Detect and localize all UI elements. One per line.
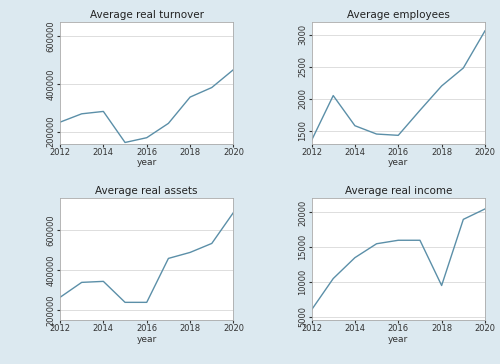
Title: Average employees: Average employees <box>347 10 450 20</box>
X-axis label: year: year <box>388 335 408 344</box>
Title: Average real assets: Average real assets <box>96 186 198 196</box>
X-axis label: year: year <box>136 158 157 167</box>
X-axis label: year: year <box>388 158 408 167</box>
Title: Average real income: Average real income <box>344 186 452 196</box>
Title: Average real turnover: Average real turnover <box>90 10 204 20</box>
X-axis label: year: year <box>136 335 157 344</box>
